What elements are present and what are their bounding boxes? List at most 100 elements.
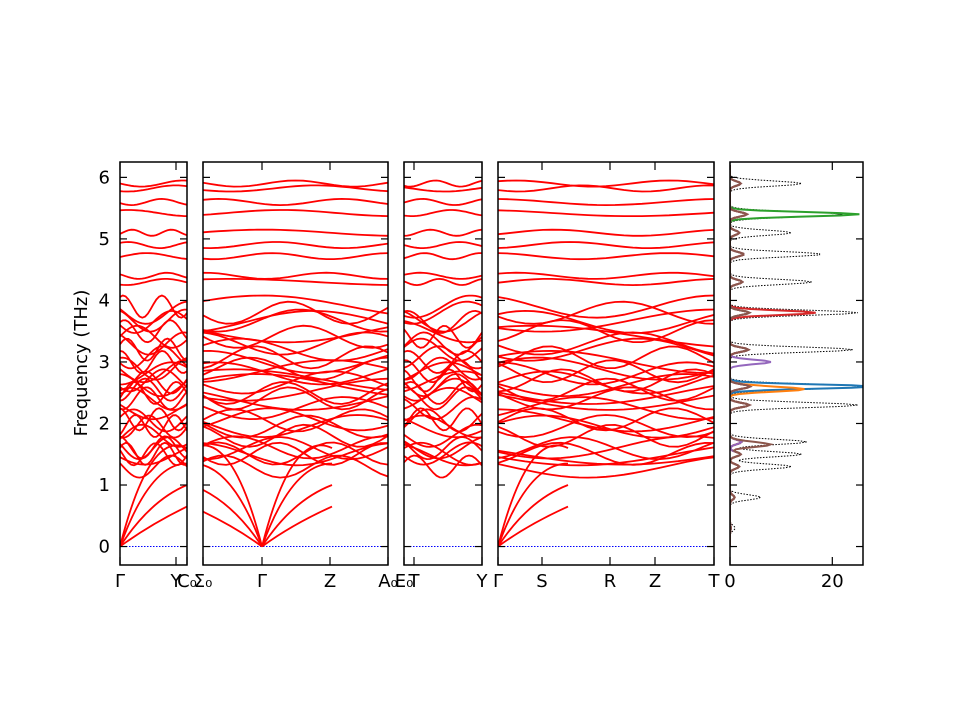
band-line xyxy=(203,184,388,193)
y-tick-label: 5 xyxy=(99,229,110,250)
band-line xyxy=(203,386,388,411)
band-line xyxy=(498,228,714,237)
band-line xyxy=(498,423,714,448)
band-line xyxy=(404,294,482,319)
x-tick-label: Y xyxy=(170,571,183,592)
band-line xyxy=(404,309,482,334)
band-line xyxy=(120,380,187,405)
x-tick-label: T xyxy=(408,571,421,592)
band-line xyxy=(404,186,482,193)
band-line xyxy=(498,456,714,479)
band-line xyxy=(120,386,187,411)
dos-frame xyxy=(729,161,864,566)
band-line xyxy=(404,349,482,374)
band-line xyxy=(120,407,187,432)
y-tick-label: 6 xyxy=(99,167,110,188)
band-line xyxy=(203,356,388,381)
band-panel-2: Σ₀ Γ Z A₀ xyxy=(194,161,398,592)
acoustic-branch xyxy=(203,488,263,548)
band-line xyxy=(120,324,187,349)
acoustic-branch xyxy=(498,505,569,548)
band-line xyxy=(404,356,482,381)
x-tick-label: T xyxy=(708,571,721,592)
band-line xyxy=(498,294,714,319)
band-line xyxy=(203,294,388,315)
band-line xyxy=(120,414,187,438)
band-line xyxy=(498,345,714,369)
acoustic-branch xyxy=(498,444,569,547)
band-line xyxy=(498,308,714,333)
band-line xyxy=(498,441,714,466)
band-line xyxy=(203,324,388,349)
band-line xyxy=(498,184,714,193)
band-line xyxy=(203,179,388,188)
band-line xyxy=(120,241,187,249)
band-line xyxy=(203,423,388,448)
acoustic-branch xyxy=(120,444,187,547)
band-line xyxy=(203,442,388,467)
band-line xyxy=(203,370,388,395)
band-lines xyxy=(498,179,714,548)
band-line xyxy=(120,435,187,460)
band-lines xyxy=(203,179,388,548)
band-line xyxy=(203,435,388,460)
band-line xyxy=(203,454,388,479)
acoustic-branch xyxy=(120,484,187,548)
band-line xyxy=(404,386,482,411)
x-tick-label: Σ₀ xyxy=(194,571,213,592)
band-line xyxy=(120,356,187,381)
band-line xyxy=(404,454,482,479)
y-tick-label: 3 xyxy=(99,352,110,373)
band-line xyxy=(404,377,482,402)
x-tick-label: Z xyxy=(324,571,336,592)
band-line xyxy=(120,331,187,356)
band-line xyxy=(404,407,482,432)
acoustic-branch xyxy=(120,462,187,547)
band-line xyxy=(498,385,714,405)
band-line xyxy=(404,370,482,393)
band-line xyxy=(404,252,482,261)
dos-total-line xyxy=(730,165,863,547)
band-line xyxy=(498,370,714,395)
band-line xyxy=(120,441,187,466)
band-line xyxy=(404,441,482,466)
band-line xyxy=(404,320,482,344)
band-line xyxy=(203,436,388,461)
band-line xyxy=(404,300,482,325)
y-tick-label: 1 xyxy=(99,475,110,496)
band-line xyxy=(120,271,187,280)
band-line xyxy=(120,308,187,333)
band-line xyxy=(404,436,482,461)
x-tick-label: E₀ xyxy=(395,571,414,592)
band-line xyxy=(498,324,714,348)
band-line xyxy=(498,361,714,386)
panel-frame xyxy=(202,161,389,566)
band-line xyxy=(498,373,714,398)
band-line xyxy=(404,241,482,249)
band-line xyxy=(498,356,714,381)
x-tick-label: R xyxy=(604,571,617,592)
band-line xyxy=(203,228,388,237)
band-line xyxy=(498,408,714,433)
band-line xyxy=(120,387,187,411)
band-line xyxy=(120,310,187,334)
acoustic-branch xyxy=(203,444,263,547)
band-lines xyxy=(404,179,482,479)
band-line xyxy=(404,418,482,439)
dos-panel: 0 20 xyxy=(724,161,864,592)
band-line xyxy=(203,396,388,421)
band-line xyxy=(498,414,714,439)
band-line xyxy=(203,300,388,325)
x-tick-label: Z xyxy=(649,571,661,592)
band-line xyxy=(120,319,187,344)
x-tick-label: C₀ xyxy=(177,571,197,592)
band-line xyxy=(498,278,714,287)
acoustic-branch xyxy=(120,505,187,548)
acoustic-branch xyxy=(498,484,569,548)
band-line xyxy=(203,377,388,402)
band-line xyxy=(498,309,714,334)
acoustic-branch xyxy=(203,464,263,547)
band-line xyxy=(203,278,388,286)
acoustic-branch xyxy=(498,462,569,547)
band-line xyxy=(498,394,714,411)
